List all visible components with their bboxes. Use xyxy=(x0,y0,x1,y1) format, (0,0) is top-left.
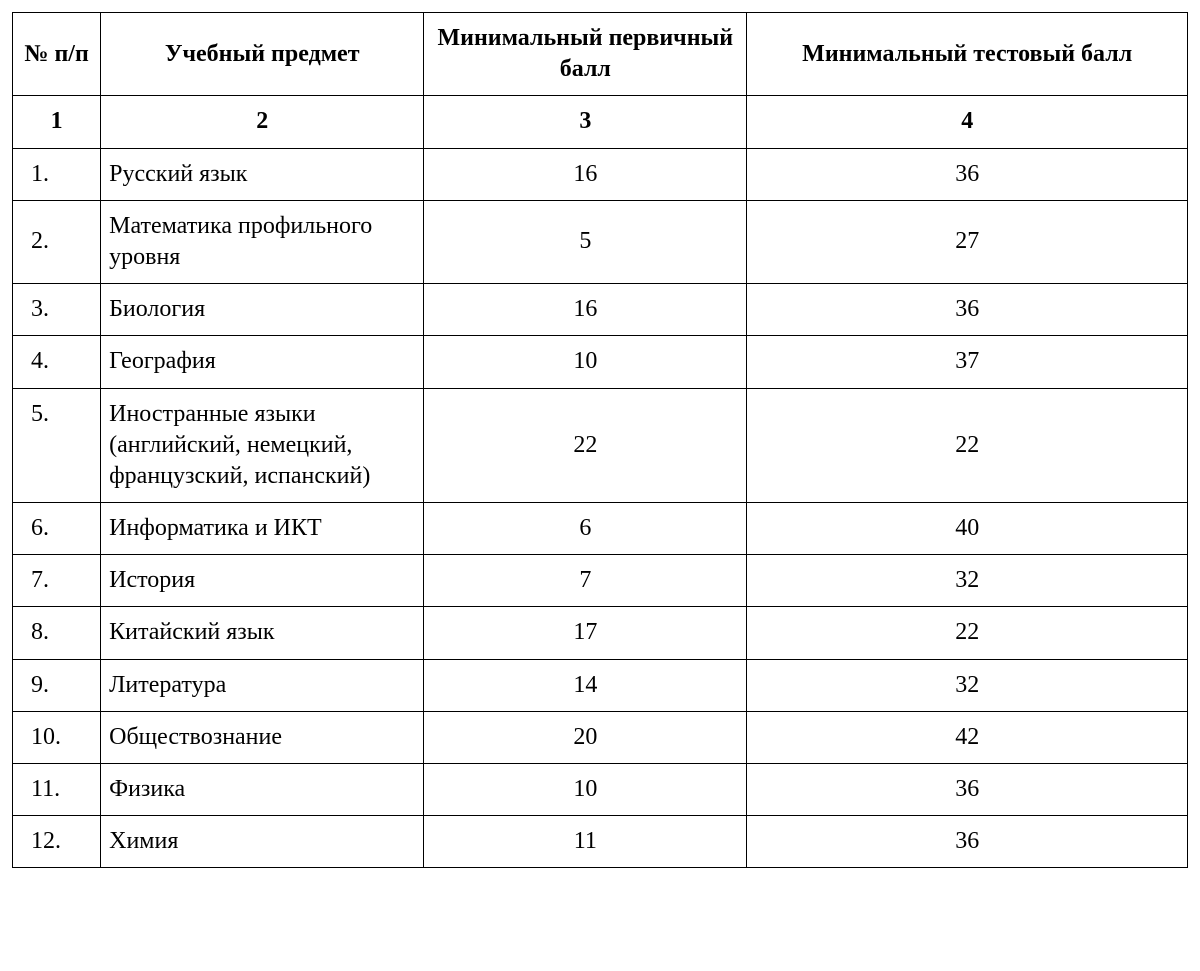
row-num: 3. xyxy=(13,284,101,336)
row-subject: История xyxy=(101,555,424,607)
table-row: 4. География 10 37 xyxy=(13,336,1188,388)
subheader-3: 3 xyxy=(424,96,747,148)
row-primary-score: 7 xyxy=(424,555,747,607)
row-subject: Русский язык xyxy=(101,148,424,200)
table-row: 7. История 7 32 xyxy=(13,555,1188,607)
row-primary-score: 20 xyxy=(424,711,747,763)
subheader-1: 1 xyxy=(13,96,101,148)
table-row: 12. Химия 11 36 xyxy=(13,816,1188,868)
row-test-score: 40 xyxy=(747,503,1188,555)
table-header: № п/п Учебный предмет Минимальный первич… xyxy=(13,13,1188,96)
table-row: 2. Математика профильного уровня 5 27 xyxy=(13,200,1188,283)
row-subject: Биология xyxy=(101,284,424,336)
row-test-score: 36 xyxy=(747,816,1188,868)
subheader-2: 2 xyxy=(101,96,424,148)
header-test-score: Минимальный тестовый балл xyxy=(747,13,1188,96)
row-subject: Литература xyxy=(101,659,424,711)
row-subject: Иностранные языки (английский, немецкий,… xyxy=(101,388,424,503)
row-primary-score: 10 xyxy=(424,336,747,388)
row-num: 5. xyxy=(13,388,101,503)
row-primary-score: 5 xyxy=(424,200,747,283)
row-primary-score: 16 xyxy=(424,284,747,336)
row-num: 7. xyxy=(13,555,101,607)
row-subject: География xyxy=(101,336,424,388)
row-subject: Информатика и ИКТ xyxy=(101,503,424,555)
row-test-score: 32 xyxy=(747,659,1188,711)
table-row: 10. Обществознание 20 42 xyxy=(13,711,1188,763)
row-num: 11. xyxy=(13,764,101,816)
row-primary-score: 11 xyxy=(424,816,747,868)
row-test-score: 27 xyxy=(747,200,1188,283)
row-subject: Обществознание xyxy=(101,711,424,763)
row-num: 12. xyxy=(13,816,101,868)
header-num: № п/п xyxy=(13,13,101,96)
row-test-score: 36 xyxy=(747,764,1188,816)
scores-table: № п/п Учебный предмет Минимальный первич… xyxy=(12,12,1188,868)
row-num: 6. xyxy=(13,503,101,555)
row-subject: Химия xyxy=(101,816,424,868)
row-primary-score: 10 xyxy=(424,764,747,816)
row-num: 10. xyxy=(13,711,101,763)
table-row: 3. Биология 16 36 xyxy=(13,284,1188,336)
row-test-score: 36 xyxy=(747,148,1188,200)
row-test-score: 22 xyxy=(747,607,1188,659)
subheader-4: 4 xyxy=(747,96,1188,148)
row-test-score: 22 xyxy=(747,388,1188,503)
row-num: 1. xyxy=(13,148,101,200)
table-subheader-row: 1 2 3 4 xyxy=(13,96,1188,148)
row-num: 4. xyxy=(13,336,101,388)
table-row: 1. Русский язык 16 36 xyxy=(13,148,1188,200)
row-num: 9. xyxy=(13,659,101,711)
row-primary-score: 14 xyxy=(424,659,747,711)
table-row: 6. Информатика и ИКТ 6 40 xyxy=(13,503,1188,555)
table-row: 11. Физика 10 36 xyxy=(13,764,1188,816)
header-primary-score: Минимальный первичный балл xyxy=(424,13,747,96)
row-num: 8. xyxy=(13,607,101,659)
row-subject: Физика xyxy=(101,764,424,816)
row-primary-score: 16 xyxy=(424,148,747,200)
table-body: 1 2 3 4 1. Русский язык 16 36 2. Математ… xyxy=(13,96,1188,868)
table-row: 8. Китайский язык 17 22 xyxy=(13,607,1188,659)
row-subject: Китайский язык xyxy=(101,607,424,659)
row-num: 2. xyxy=(13,200,101,283)
row-test-score: 32 xyxy=(747,555,1188,607)
row-primary-score: 22 xyxy=(424,388,747,503)
row-primary-score: 6 xyxy=(424,503,747,555)
row-primary-score: 17 xyxy=(424,607,747,659)
row-test-score: 37 xyxy=(747,336,1188,388)
row-subject: Математика профильного уровня xyxy=(101,200,424,283)
table-row: 9. Литература 14 32 xyxy=(13,659,1188,711)
row-test-score: 42 xyxy=(747,711,1188,763)
row-test-score: 36 xyxy=(747,284,1188,336)
header-subject: Учебный предмет xyxy=(101,13,424,96)
table-row: 5. Иностранные языки (английский, немецк… xyxy=(13,388,1188,503)
